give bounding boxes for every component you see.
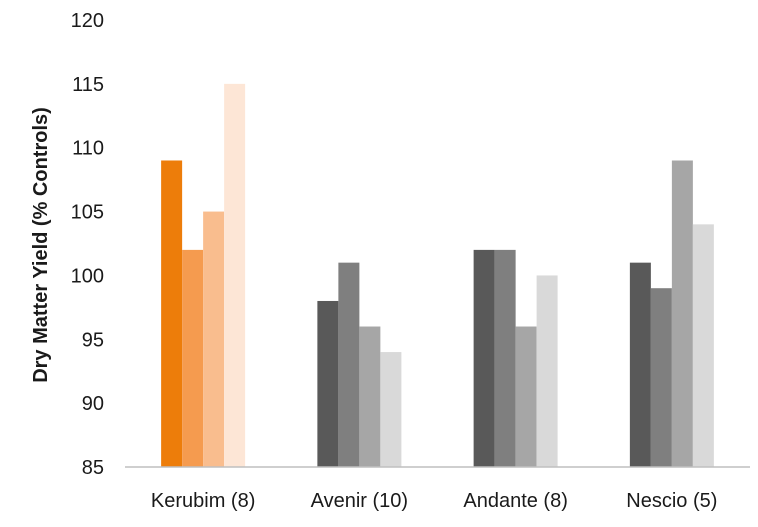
bar xyxy=(494,249,516,467)
y-tick-label: 100 xyxy=(71,265,104,287)
y-tick-label: 85 xyxy=(82,457,104,479)
bar xyxy=(650,288,672,467)
x-axis-labels: Kerubim (8) Avenir (10) Andante (8) Nescio … xyxy=(151,490,718,512)
y-tick-label: 110 xyxy=(72,138,104,160)
y-axis-title: Dry Matter Yield (% Controls) xyxy=(30,107,52,383)
bar xyxy=(473,249,495,467)
x-tick-label: Avenir (10) xyxy=(311,490,408,512)
bar xyxy=(536,275,558,467)
y-tick-label: 90 xyxy=(82,393,104,415)
bar xyxy=(380,352,402,467)
bar xyxy=(224,83,246,467)
y-tick-label: 120 xyxy=(71,10,104,32)
y-tick-label: 115 xyxy=(72,74,104,96)
bar xyxy=(182,249,204,467)
bar xyxy=(515,326,537,467)
x-tick-label: Kerubim (8) xyxy=(151,490,255,512)
bar xyxy=(338,262,360,467)
x-tick-label: Andante (8) xyxy=(463,490,568,512)
bar xyxy=(203,211,225,467)
x-tick-label: Nescio (5) xyxy=(626,490,717,512)
bar xyxy=(359,326,381,467)
y-axis-ticks: 85 90 95 100 105 110 115 120 xyxy=(71,10,104,479)
y-tick-label: 95 xyxy=(82,329,104,351)
bar xyxy=(161,160,183,467)
bar xyxy=(671,160,693,467)
bar xyxy=(629,262,651,467)
bars xyxy=(161,83,714,467)
bar xyxy=(317,300,339,467)
y-tick-label: 105 xyxy=(71,202,104,224)
bar xyxy=(692,224,714,467)
